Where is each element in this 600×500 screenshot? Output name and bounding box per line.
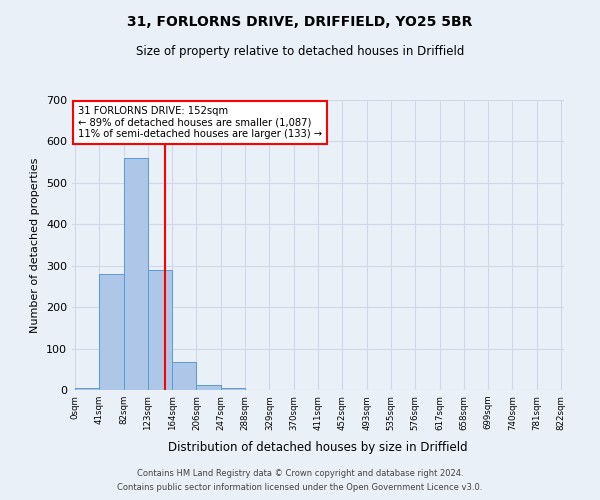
Bar	[148, 270, 172, 390]
Bar	[75, 388, 99, 390]
Y-axis label: Number of detached properties: Number of detached properties	[31, 158, 40, 332]
X-axis label: Distribution of detached houses by size in Driffield: Distribution of detached houses by size …	[168, 441, 468, 454]
Bar	[196, 384, 221, 390]
Bar	[172, 362, 196, 390]
Text: Contains HM Land Registry data © Crown copyright and database right 2024.: Contains HM Land Registry data © Crown c…	[137, 468, 463, 477]
Bar	[99, 274, 124, 390]
Bar	[221, 388, 245, 390]
Bar	[124, 158, 148, 390]
Text: Contains public sector information licensed under the Open Government Licence v3: Contains public sector information licen…	[118, 484, 482, 492]
Text: 31 FORLORNS DRIVE: 152sqm
← 89% of detached houses are smaller (1,087)
11% of se: 31 FORLORNS DRIVE: 152sqm ← 89% of detac…	[78, 106, 322, 140]
Text: Size of property relative to detached houses in Driffield: Size of property relative to detached ho…	[136, 45, 464, 58]
Text: 31, FORLORNS DRIVE, DRIFFIELD, YO25 5BR: 31, FORLORNS DRIVE, DRIFFIELD, YO25 5BR	[127, 15, 473, 29]
